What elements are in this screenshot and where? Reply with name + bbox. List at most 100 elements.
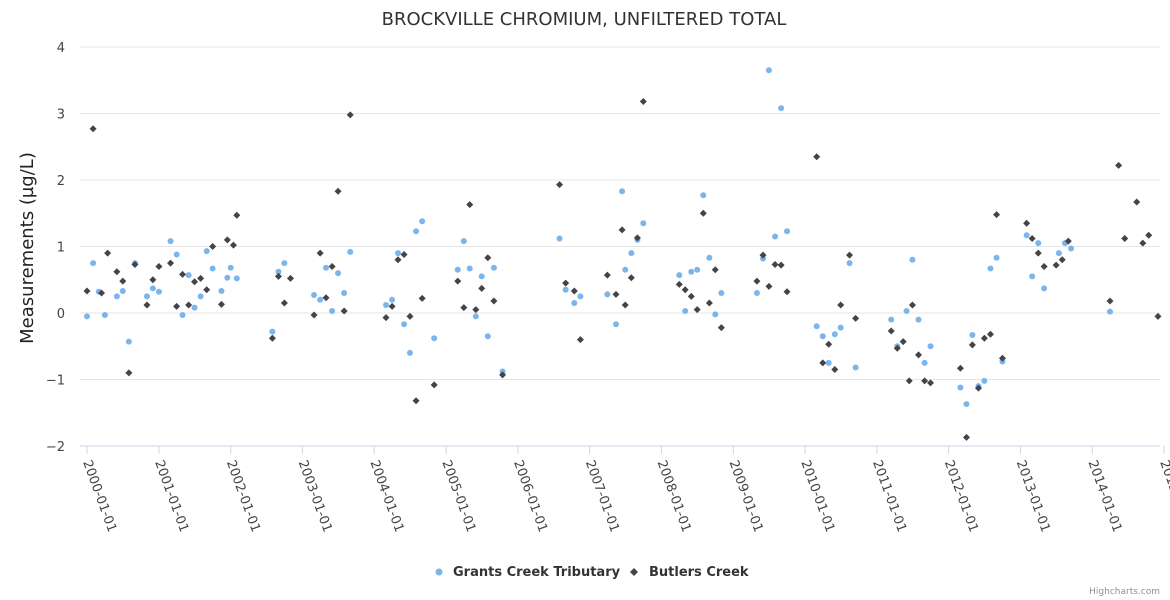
data-point[interactable]	[956, 364, 964, 372]
data-point[interactable]	[980, 334, 988, 342]
data-point[interactable]	[224, 274, 231, 281]
data-point[interactable]	[203, 286, 211, 294]
data-point[interactable]	[412, 397, 420, 405]
data-point[interactable]	[406, 349, 413, 356]
data-point[interactable]	[322, 294, 330, 302]
data-point[interactable]	[783, 288, 791, 296]
data-point[interactable]	[499, 371, 507, 379]
data-point[interactable]	[466, 201, 474, 209]
data-point[interactable]	[819, 359, 827, 367]
data-point[interactable]	[406, 312, 414, 320]
data-point[interactable]	[1029, 273, 1036, 280]
data-point[interactable]	[993, 254, 1000, 261]
data-point[interactable]	[218, 288, 225, 295]
data-point[interactable]	[706, 254, 713, 261]
data-point[interactable]	[84, 313, 90, 320]
data-point[interactable]	[1034, 249, 1042, 257]
legend-item-grants-creek[interactable]: Grants Creek Tributary	[435, 565, 621, 580]
data-point[interactable]	[217, 300, 225, 308]
data-point[interactable]	[125, 338, 132, 345]
data-point[interactable]	[472, 313, 479, 320]
data-point[interactable]	[323, 264, 330, 271]
data-point[interactable]	[233, 275, 240, 282]
data-point[interactable]	[1028, 235, 1036, 243]
data-point[interactable]	[908, 301, 916, 309]
data-point[interactable]	[777, 261, 785, 269]
data-point[interactable]	[394, 250, 401, 257]
data-point[interactable]	[969, 331, 976, 338]
data-point[interactable]	[400, 250, 408, 258]
data-point[interactable]	[1133, 198, 1141, 206]
data-point[interactable]	[431, 335, 438, 342]
data-point[interactable]	[753, 277, 761, 285]
data-point[interactable]	[700, 192, 707, 199]
data-point[interactable]	[562, 286, 569, 293]
data-point[interactable]	[837, 324, 844, 331]
data-point[interactable]	[389, 296, 396, 303]
data-point[interactable]	[346, 111, 354, 119]
data-point[interactable]	[310, 311, 318, 319]
legend-item-butlers-creek[interactable]: Butlers Creek	[630, 565, 749, 580]
data-point[interactable]	[998, 354, 1006, 362]
data-point[interactable]	[281, 260, 288, 267]
data-point[interactable]	[633, 234, 641, 242]
data-point[interactable]	[119, 277, 127, 285]
data-point[interactable]	[317, 296, 324, 303]
data-point[interactable]	[401, 321, 408, 328]
data-point[interactable]	[89, 125, 97, 133]
data-point[interactable]	[765, 282, 773, 290]
data-point[interactable]	[772, 233, 779, 240]
data-point[interactable]	[113, 293, 120, 300]
data-point[interactable]	[1139, 239, 1147, 247]
data-point[interactable]	[717, 324, 725, 332]
data-point[interactable]	[430, 381, 438, 389]
data-point[interactable]	[846, 251, 854, 259]
data-point[interactable]	[675, 280, 683, 288]
data-point[interactable]	[1115, 161, 1123, 169]
data-point[interactable]	[1145, 231, 1153, 239]
data-point[interactable]	[119, 288, 126, 295]
data-point[interactable]	[577, 293, 584, 300]
data-point[interactable]	[1040, 262, 1048, 270]
data-point[interactable]	[466, 265, 473, 272]
data-point[interactable]	[484, 254, 492, 262]
data-point[interactable]	[268, 334, 276, 342]
data-point[interactable]	[681, 286, 689, 294]
data-point[interactable]	[556, 235, 563, 242]
data-point[interactable]	[813, 323, 820, 330]
data-point[interactable]	[490, 297, 498, 305]
data-point[interactable]	[905, 377, 913, 385]
data-point[interactable]	[612, 321, 619, 328]
data-point[interactable]	[113, 268, 121, 276]
data-point[interactable]	[562, 279, 570, 287]
data-point[interactable]	[837, 301, 845, 309]
data-point[interactable]	[576, 336, 584, 344]
data-point[interactable]	[676, 272, 683, 279]
data-point[interactable]	[962, 433, 970, 441]
data-point[interactable]	[418, 294, 426, 302]
data-point[interactable]	[191, 304, 198, 311]
data-point[interactable]	[753, 290, 760, 297]
data-point[interactable]	[203, 248, 210, 255]
data-point[interactable]	[460, 238, 467, 245]
data-point[interactable]	[981, 377, 988, 384]
data-point[interactable]	[899, 338, 907, 346]
data-point[interactable]	[490, 264, 497, 271]
data-point[interactable]	[173, 251, 180, 258]
data-point[interactable]	[711, 266, 719, 274]
data-point[interactable]	[612, 290, 620, 298]
data-point[interactable]	[852, 314, 860, 322]
data-point[interactable]	[825, 340, 833, 348]
data-point[interactable]	[893, 344, 901, 352]
data-point[interactable]	[784, 228, 791, 235]
data-point[interactable]	[622, 266, 629, 273]
data-point[interactable]	[765, 67, 772, 74]
data-point[interactable]	[699, 209, 707, 217]
data-point[interactable]	[167, 238, 174, 245]
data-point[interactable]	[909, 256, 916, 263]
data-point[interactable]	[275, 268, 282, 275]
data-point[interactable]	[334, 187, 342, 195]
data-point[interactable]	[1106, 308, 1113, 315]
data-point[interactable]	[705, 299, 713, 307]
data-point[interactable]	[1041, 285, 1048, 292]
